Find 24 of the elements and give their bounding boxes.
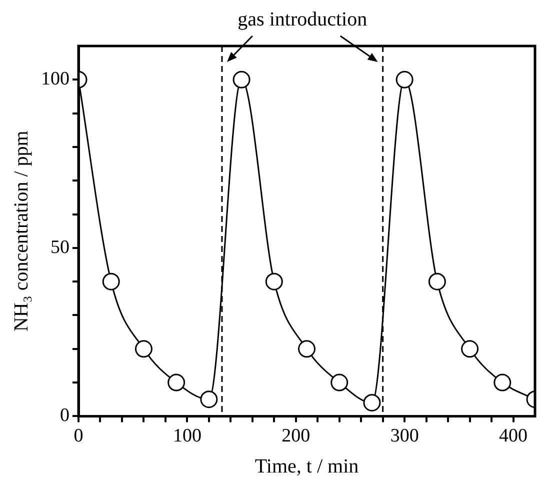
point <box>298 340 316 358</box>
x-tick-label: 400 <box>499 426 528 447</box>
x-tick-label: 300 <box>390 426 419 447</box>
point <box>102 272 120 290</box>
y-tick-label: 0 <box>60 405 70 426</box>
y-tick-label: 100 <box>41 68 70 90</box>
point <box>363 394 381 412</box>
point <box>232 70 250 88</box>
y-axis-title: NH₃ concentration / ppm <box>10 130 32 332</box>
x-tick-label: 100 <box>172 426 202 447</box>
point <box>396 70 414 88</box>
point <box>200 390 218 408</box>
point <box>428 272 446 290</box>
y-tick-label: 50 <box>50 236 70 258</box>
x-axis-title: Time, t / min <box>254 455 359 478</box>
point <box>265 272 283 290</box>
text: gas introduction <box>238 8 368 30</box>
point <box>330 374 348 392</box>
x-tick-label: 0 <box>74 426 84 447</box>
point <box>134 340 152 358</box>
point <box>494 374 512 392</box>
point <box>461 340 479 358</box>
point <box>168 374 186 392</box>
x-tick-label: 200 <box>282 426 310 447</box>
